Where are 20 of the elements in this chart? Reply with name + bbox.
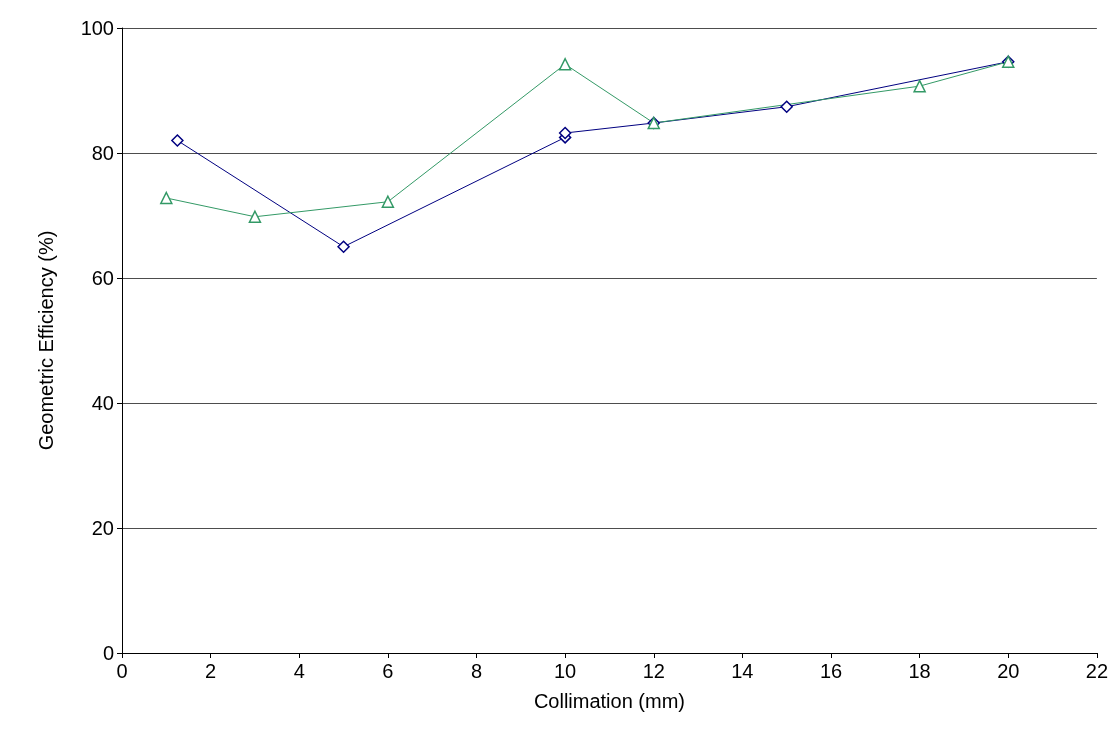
- x-tick-label: 8: [470, 660, 483, 682]
- x-tick-label: 18: [908, 660, 931, 682]
- x-tick-label: 14: [731, 660, 754, 682]
- x-tick-label: 16: [819, 660, 843, 682]
- x-tick-label: 20: [997, 660, 1020, 682]
- x-axis-title: Collimation (mm): [533, 690, 685, 712]
- x-tick-label: 22: [1085, 660, 1108, 682]
- x-tick-label: 6: [382, 660, 394, 682]
- y-tick-label: 80: [91, 142, 114, 164]
- y-tick-label: 60: [91, 267, 114, 289]
- y-tick-label: 100: [80, 17, 114, 39]
- y-axis-title: Geometric Efficiency (%): [35, 230, 57, 451]
- x-tick-label: 12: [642, 660, 665, 682]
- y-tick-label: 40: [91, 392, 114, 414]
- x-tick-label: 2: [205, 660, 217, 682]
- x-tick-label: 4: [293, 660, 305, 682]
- x-tick-label: 10: [554, 660, 577, 682]
- x-tick-label: 0: [116, 660, 128, 682]
- y-tick-label: 0: [102, 642, 114, 664]
- y-tick-label: 20: [91, 517, 114, 539]
